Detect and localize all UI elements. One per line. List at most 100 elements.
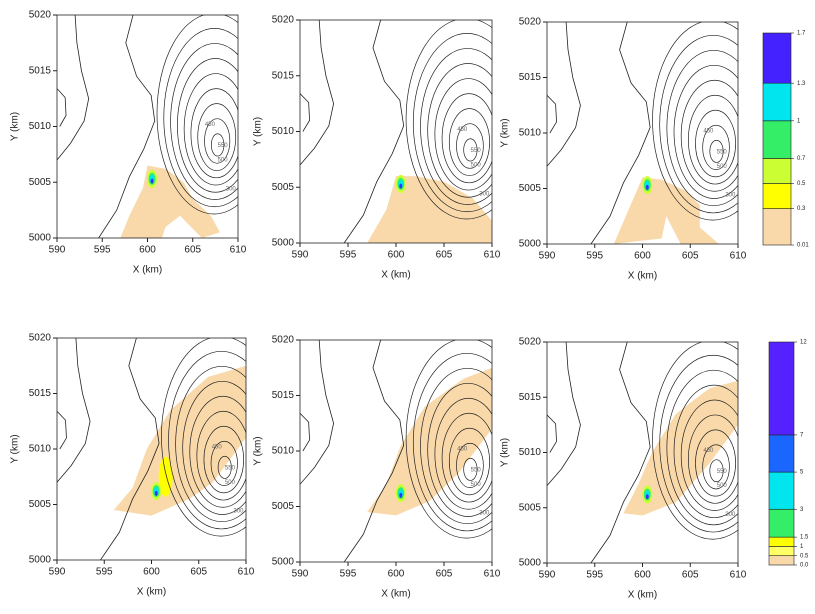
y-tick-label: 5005 xyxy=(519,183,542,194)
colorbar-label: 0.5 xyxy=(800,553,809,559)
plot-area: 450 550 500 300 xyxy=(547,342,738,563)
color-band xyxy=(762,120,792,159)
contour-label: 500 xyxy=(225,480,236,486)
colorbar-label: 1 xyxy=(800,544,804,550)
contour-line xyxy=(405,20,492,220)
x-axis-label: X (km) xyxy=(137,587,166,598)
y-tick-label: 5000 xyxy=(519,239,542,250)
color-band xyxy=(768,341,795,436)
contour-line xyxy=(182,380,246,515)
contour-label: 550 xyxy=(218,143,229,149)
contour-line xyxy=(217,455,232,479)
contour-line xyxy=(709,139,724,163)
plume xyxy=(113,365,246,516)
plume xyxy=(120,165,220,238)
contour-line xyxy=(666,49,738,207)
x-tick-label: 590 xyxy=(539,570,556,581)
contour-line xyxy=(204,118,231,164)
contour-label: 550 xyxy=(471,148,482,154)
y-tick-label: 5005 xyxy=(519,502,542,513)
x-tick-label: 590 xyxy=(292,250,309,261)
y-tick-label: 5010 xyxy=(519,447,542,458)
x-tick-label: 605 xyxy=(682,251,699,262)
contour-label: 300 xyxy=(725,512,736,518)
contour-line xyxy=(190,88,238,179)
contour-line xyxy=(98,15,156,238)
contour-line xyxy=(463,457,478,481)
color-band xyxy=(768,555,795,566)
y-axis-label: Y (km) xyxy=(253,436,264,465)
contour-label: 450 xyxy=(703,128,714,134)
contour-line xyxy=(441,93,492,184)
hotspot xyxy=(399,183,403,189)
contour-line xyxy=(196,410,246,501)
contour-line xyxy=(170,43,238,200)
colorbar-label: 12 xyxy=(800,340,807,346)
colorbar-label: 1.3 xyxy=(797,81,806,87)
contour-line xyxy=(687,414,738,504)
x-tick-label: 590 xyxy=(49,567,66,578)
contour-line xyxy=(590,22,651,244)
contour-line xyxy=(57,15,90,161)
plume xyxy=(623,380,738,516)
contour-label: 300 xyxy=(479,192,490,198)
contour-line xyxy=(463,138,478,162)
contour-line xyxy=(163,28,238,208)
y-tick-label: 5000 xyxy=(29,555,52,566)
contour-label: 450 xyxy=(457,127,468,133)
x-tick-label: 595 xyxy=(94,245,111,256)
x-tick-label: 595 xyxy=(96,567,113,578)
contour-line xyxy=(695,429,736,497)
contour-line xyxy=(412,33,492,213)
y-tick-label: 5020 xyxy=(29,333,52,344)
plot-area: 450 550 500 300 xyxy=(547,22,738,244)
contour-line xyxy=(197,103,237,171)
contour-line xyxy=(434,397,492,510)
y-tick-label: 5015 xyxy=(272,390,295,401)
contour-line xyxy=(57,410,67,450)
plot-area: 450 550 500 300 xyxy=(57,338,246,560)
y-tick-label: 5010 xyxy=(29,121,52,132)
contour-line xyxy=(456,123,484,169)
contour-line xyxy=(210,133,225,157)
x-tick-label: 590 xyxy=(539,251,556,262)
color-band xyxy=(768,546,795,557)
colorbar: 0.0 0.5 1 1.5 3 5 7 12 xyxy=(768,340,809,569)
panel: 450 550 500 300 590 595 600 605 610 5000 5005 5010 5… xyxy=(500,337,747,601)
hotspot xyxy=(154,490,158,496)
x-tick-label: 610 xyxy=(238,567,255,578)
x-tick-label: 605 xyxy=(436,250,453,261)
panel: 450 550 500 300 590 595 600 605 610 5000 5005 5010 5… xyxy=(500,17,747,282)
x-tick-label: 600 xyxy=(388,569,405,580)
y-tick-label: 5020 xyxy=(519,337,542,348)
plume xyxy=(367,367,492,516)
color-band xyxy=(762,158,792,184)
x-tick-label: 600 xyxy=(634,570,651,581)
contour-line xyxy=(673,64,738,199)
hotspot xyxy=(645,184,649,190)
panel: 450 550 500 300 590 595 600 605 610 5000 5005 5010 5… xyxy=(253,15,501,281)
contour-label: 450 xyxy=(457,446,468,452)
x-axis-label: X (km) xyxy=(381,589,410,600)
y-tick-label: 5010 xyxy=(272,126,295,137)
y-tick-label: 5005 xyxy=(272,501,295,512)
y-axis-label: Y (km) xyxy=(10,112,21,141)
x-tick-label: 590 xyxy=(49,245,66,256)
y-tick-label: 5020 xyxy=(519,17,542,28)
contour-line xyxy=(300,412,311,452)
contour-line xyxy=(652,22,738,221)
contour-line xyxy=(680,79,738,192)
y-tick-label: 5000 xyxy=(272,557,295,568)
y-axis-label: Y (km) xyxy=(253,117,264,146)
colorbar-label: 5 xyxy=(800,470,804,476)
contour-line xyxy=(709,459,724,483)
colorbar-label: 0.7 xyxy=(797,156,806,162)
contour-label: 450 xyxy=(212,444,223,450)
x-tick-label: 610 xyxy=(730,251,747,262)
hotspot xyxy=(399,492,403,498)
color-band xyxy=(762,82,792,122)
contour-label: 500 xyxy=(717,483,728,489)
panel: 450 550 500 300 590 595 600 605 610 5000 5005 5010 5… xyxy=(10,10,247,276)
contour-line xyxy=(412,352,492,532)
colorbar-label: 0.5 xyxy=(797,181,806,187)
